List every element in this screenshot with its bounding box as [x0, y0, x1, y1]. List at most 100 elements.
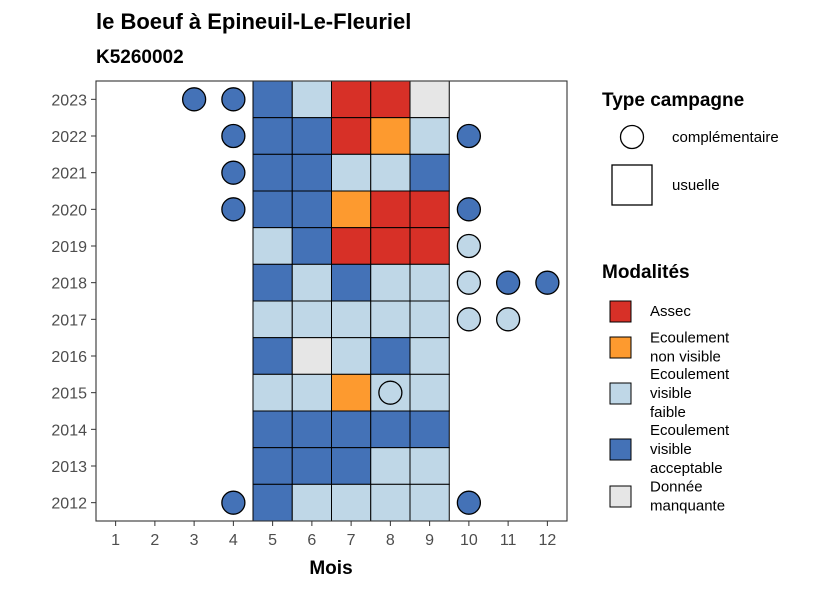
point-2015-8: [378, 380, 403, 405]
legend-key-faible: [609, 382, 632, 405]
cell-2016-7: [331, 337, 372, 375]
cell-2015-5: [252, 373, 293, 412]
legend-key-assec: [609, 300, 632, 323]
cell-2018-5: [252, 263, 293, 302]
panel-border: [95, 80, 568, 522]
point-2021-4: [221, 160, 246, 185]
cell-2021-7: [331, 153, 372, 192]
point-2012-4: [221, 490, 246, 515]
point-2022-4: [221, 123, 246, 149]
cell-2017-7: [331, 300, 372, 339]
cell-2014-9: [409, 410, 450, 449]
x-tick-label-11: 11: [500, 532, 517, 549]
point-2022-10: [456, 123, 482, 149]
cell-2012-7: [331, 483, 372, 522]
cell-2013-8: [370, 447, 411, 485]
y-tick-label-2016: 2016: [51, 349, 87, 366]
cell-2015-9: [409, 373, 450, 412]
cell-2023-6: [291, 80, 332, 119]
cell-2021-6: [291, 153, 332, 192]
cell-2014-6: [291, 410, 332, 449]
cell-2017-6: [291, 300, 332, 339]
x-tick-label-12: 12: [538, 532, 556, 549]
x-tick-label-8: 8: [386, 532, 395, 549]
cell-2018-9: [409, 263, 450, 302]
complementaire-points: [181, 87, 560, 515]
legend-type-campagne: Type campagne complémentaire usuelle: [602, 90, 779, 206]
legend-key-complementaire: [619, 124, 645, 150]
cell-2013-9: [409, 447, 450, 485]
cell-2019-7: [331, 227, 372, 265]
cell-2018-6: [291, 263, 332, 302]
cell-2012-9: [409, 483, 450, 522]
legend-key-usuelle: [611, 164, 653, 206]
cell-2020-7: [331, 190, 372, 229]
cell-2020-5: [252, 190, 293, 229]
heatmap-cells: [252, 80, 450, 522]
cell-2013-7: [331, 447, 372, 485]
legend-type-title: Type campagne: [602, 90, 744, 111]
legend-key-manquante: [609, 485, 632, 508]
point-2020-10: [456, 197, 482, 222]
x-tick-label-3: 3: [190, 532, 199, 549]
x-tick-label-10: 10: [460, 532, 478, 549]
cell-2012-5: [252, 483, 293, 522]
cell-2014-8: [370, 410, 411, 449]
cell-2020-9: [409, 190, 450, 229]
cell-2019-9: [409, 227, 450, 265]
cell-2019-6: [291, 227, 332, 265]
x-tick-label-4: 4: [229, 532, 238, 549]
legend-label-assec: Assec: [650, 303, 691, 320]
point-2018-12: [535, 270, 560, 295]
y-tick-label-2013: 2013: [51, 459, 87, 476]
cell-2020-6: [291, 190, 332, 229]
legend-label-manquante: Donnée manquante: [650, 479, 725, 515]
point-2017-10: [456, 307, 482, 332]
cell-2013-6: [291, 447, 332, 485]
y-tick-label-2022: 2022: [51, 129, 87, 146]
cell-2015-7: [331, 373, 372, 412]
y-axis: 2012 2013 2014 2015 2016 2017 2018 2019 2020 2021…: [51, 92, 96, 513]
chart-title: le Boeuf à Epineuil-Le-Fleuriel: [96, 9, 411, 34]
x-tick-label-7: 7: [347, 532, 356, 549]
cell-2017-9: [409, 300, 450, 339]
cell-2023-9: [409, 80, 450, 119]
cell-2014-5: [252, 410, 293, 449]
y-tick-label-2018: 2018: [51, 276, 87, 293]
point-2012-10: [456, 490, 482, 515]
point-2017-11: [495, 307, 521, 332]
y-tick-label-2017: 2017: [51, 312, 87, 329]
cell-2023-5: [252, 80, 293, 119]
x-tick-label-6: 6: [307, 532, 316, 549]
cell-2019-8: [370, 227, 411, 265]
cell-2022-6: [291, 117, 332, 155]
cell-2021-8: [370, 153, 411, 192]
y-tick-label-2019: 2019: [51, 239, 87, 256]
cell-2018-7: [331, 263, 372, 302]
legend-label-nonvisible: Ecoulement non visible: [650, 330, 730, 366]
cell-2016-8: [370, 337, 411, 375]
legend-modalites-title: Modalités: [602, 262, 690, 283]
cell-2015-6: [291, 373, 332, 412]
point-2023-3: [181, 87, 207, 112]
legend-label-complementaire: complémentaire: [672, 129, 779, 146]
cell-2022-9: [409, 117, 450, 155]
cell-2020-8: [370, 190, 411, 229]
cell-2023-7: [331, 80, 372, 119]
y-tick-label-2020: 2020: [51, 202, 87, 219]
cell-2017-8: [370, 300, 411, 339]
x-tick-label-9: 9: [425, 532, 434, 549]
legend-label-faible: Ecoulement visible faible: [650, 366, 730, 421]
x-axis: 1 2 3 4 5 6 7 8 9 10 11 12: [111, 521, 556, 549]
cell-2021-5: [252, 153, 293, 192]
x-tick-label-1: 1: [111, 532, 120, 549]
cell-2016-5: [252, 337, 293, 375]
cell-2021-9: [409, 153, 450, 192]
y-tick-label-2012: 2012: [51, 496, 87, 513]
x-axis-label: Mois: [309, 558, 352, 579]
point-2018-10: [456, 270, 482, 295]
cell-2022-8: [370, 117, 411, 155]
point-2023-4: [221, 87, 246, 112]
cell-2013-5: [252, 447, 293, 485]
x-tick-label-5: 5: [268, 532, 277, 549]
